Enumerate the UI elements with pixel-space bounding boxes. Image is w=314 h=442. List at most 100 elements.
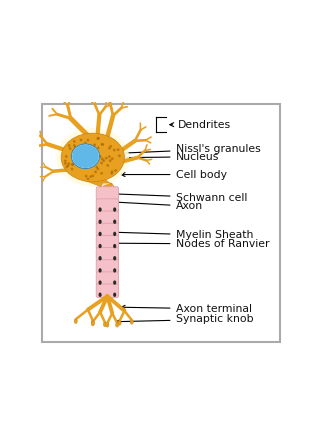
Text: Axon: Axon (114, 200, 203, 211)
Circle shape (119, 155, 120, 156)
Ellipse shape (99, 207, 102, 212)
Ellipse shape (91, 321, 95, 326)
Ellipse shape (99, 244, 102, 248)
Circle shape (79, 157, 81, 158)
Circle shape (67, 165, 69, 167)
Ellipse shape (99, 280, 102, 285)
FancyBboxPatch shape (96, 236, 119, 249)
Circle shape (95, 171, 96, 172)
Circle shape (71, 168, 73, 170)
Circle shape (98, 137, 99, 139)
Circle shape (84, 142, 86, 144)
Text: Schwann cell: Schwann cell (102, 192, 247, 203)
Circle shape (100, 156, 101, 157)
Circle shape (117, 149, 119, 150)
Circle shape (114, 149, 115, 151)
Circle shape (76, 157, 77, 159)
Circle shape (74, 146, 76, 148)
Ellipse shape (113, 280, 116, 285)
Ellipse shape (113, 207, 116, 212)
Circle shape (110, 160, 111, 161)
Circle shape (72, 164, 73, 165)
Ellipse shape (99, 256, 102, 260)
Circle shape (102, 144, 104, 145)
Ellipse shape (71, 144, 100, 168)
Circle shape (66, 166, 68, 168)
Ellipse shape (99, 268, 102, 273)
Circle shape (73, 150, 74, 152)
Ellipse shape (130, 320, 133, 324)
FancyBboxPatch shape (96, 187, 119, 200)
Circle shape (101, 172, 102, 174)
Ellipse shape (64, 135, 121, 180)
Polygon shape (81, 179, 114, 187)
Ellipse shape (116, 323, 119, 327)
Ellipse shape (72, 145, 99, 168)
Ellipse shape (113, 232, 116, 236)
Circle shape (101, 162, 102, 164)
Circle shape (96, 166, 98, 168)
Circle shape (115, 170, 116, 171)
Circle shape (98, 147, 99, 149)
Circle shape (87, 178, 89, 179)
Circle shape (93, 146, 95, 148)
Ellipse shape (118, 321, 121, 325)
Circle shape (89, 163, 91, 164)
Circle shape (76, 159, 78, 160)
Circle shape (106, 157, 107, 159)
Circle shape (109, 156, 110, 157)
Ellipse shape (99, 232, 102, 236)
Ellipse shape (91, 320, 95, 325)
Circle shape (110, 145, 111, 147)
Circle shape (97, 138, 99, 139)
Circle shape (77, 155, 78, 156)
FancyBboxPatch shape (96, 199, 119, 213)
Text: Axon terminal: Axon terminal (121, 304, 252, 314)
Circle shape (109, 148, 110, 149)
Ellipse shape (99, 293, 102, 297)
Circle shape (111, 172, 112, 174)
Ellipse shape (113, 220, 116, 224)
Circle shape (107, 165, 108, 166)
Circle shape (81, 158, 83, 160)
Circle shape (80, 139, 82, 141)
Ellipse shape (99, 220, 102, 224)
FancyBboxPatch shape (96, 248, 119, 261)
Circle shape (65, 160, 66, 162)
Ellipse shape (103, 322, 106, 327)
Circle shape (73, 160, 75, 162)
Circle shape (72, 164, 73, 165)
Text: Nissl's granules: Nissl's granules (109, 144, 260, 156)
Ellipse shape (74, 319, 77, 324)
Circle shape (111, 158, 113, 160)
Ellipse shape (61, 133, 124, 182)
FancyBboxPatch shape (96, 260, 119, 273)
Text: Myelin Sheath: Myelin Sheath (102, 230, 253, 240)
Circle shape (97, 168, 99, 170)
Circle shape (93, 149, 95, 150)
Ellipse shape (113, 256, 116, 260)
Circle shape (66, 156, 67, 157)
Circle shape (88, 160, 89, 161)
Circle shape (94, 144, 95, 145)
Circle shape (89, 147, 90, 149)
Circle shape (90, 145, 91, 146)
Text: Nodes of Ranvier: Nodes of Ranvier (107, 239, 269, 249)
Ellipse shape (113, 293, 116, 297)
Circle shape (85, 158, 86, 159)
Ellipse shape (113, 244, 116, 248)
Circle shape (68, 145, 70, 146)
Circle shape (92, 175, 94, 176)
Circle shape (95, 152, 96, 154)
FancyBboxPatch shape (96, 211, 119, 225)
Ellipse shape (106, 323, 109, 327)
Circle shape (103, 160, 105, 161)
Text: Synaptic knob: Synaptic knob (116, 314, 253, 324)
FancyBboxPatch shape (96, 284, 119, 297)
Text: Dendrites: Dendrites (170, 120, 231, 130)
FancyBboxPatch shape (103, 183, 112, 299)
Circle shape (89, 147, 90, 149)
Text: Cell body: Cell body (121, 170, 226, 179)
Circle shape (69, 148, 71, 149)
FancyBboxPatch shape (96, 223, 119, 237)
